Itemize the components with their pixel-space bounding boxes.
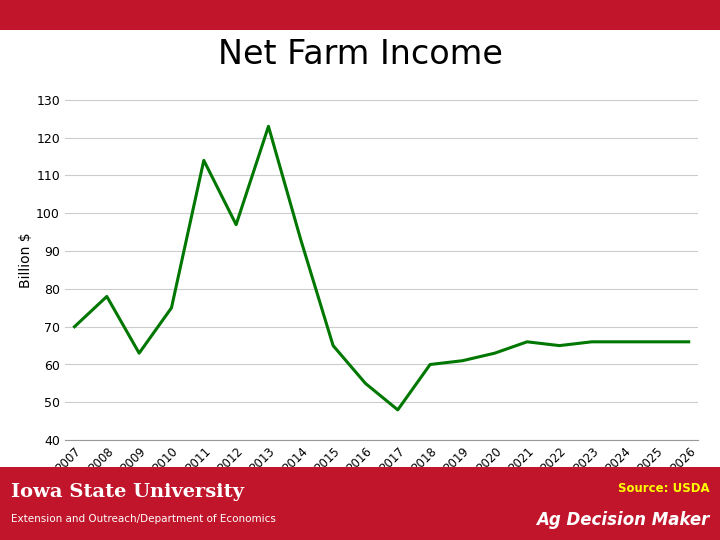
Text: Ag Decision Maker: Ag Decision Maker <box>536 511 709 529</box>
Text: Source: USDA: Source: USDA <box>618 482 709 495</box>
Text: Net Farm Income: Net Farm Income <box>217 37 503 71</box>
Text: Extension and Outreach/Department of Economics: Extension and Outreach/Department of Eco… <box>11 514 276 524</box>
Text: Iowa State University: Iowa State University <box>11 483 244 501</box>
Y-axis label: Billion $: Billion $ <box>19 233 33 288</box>
